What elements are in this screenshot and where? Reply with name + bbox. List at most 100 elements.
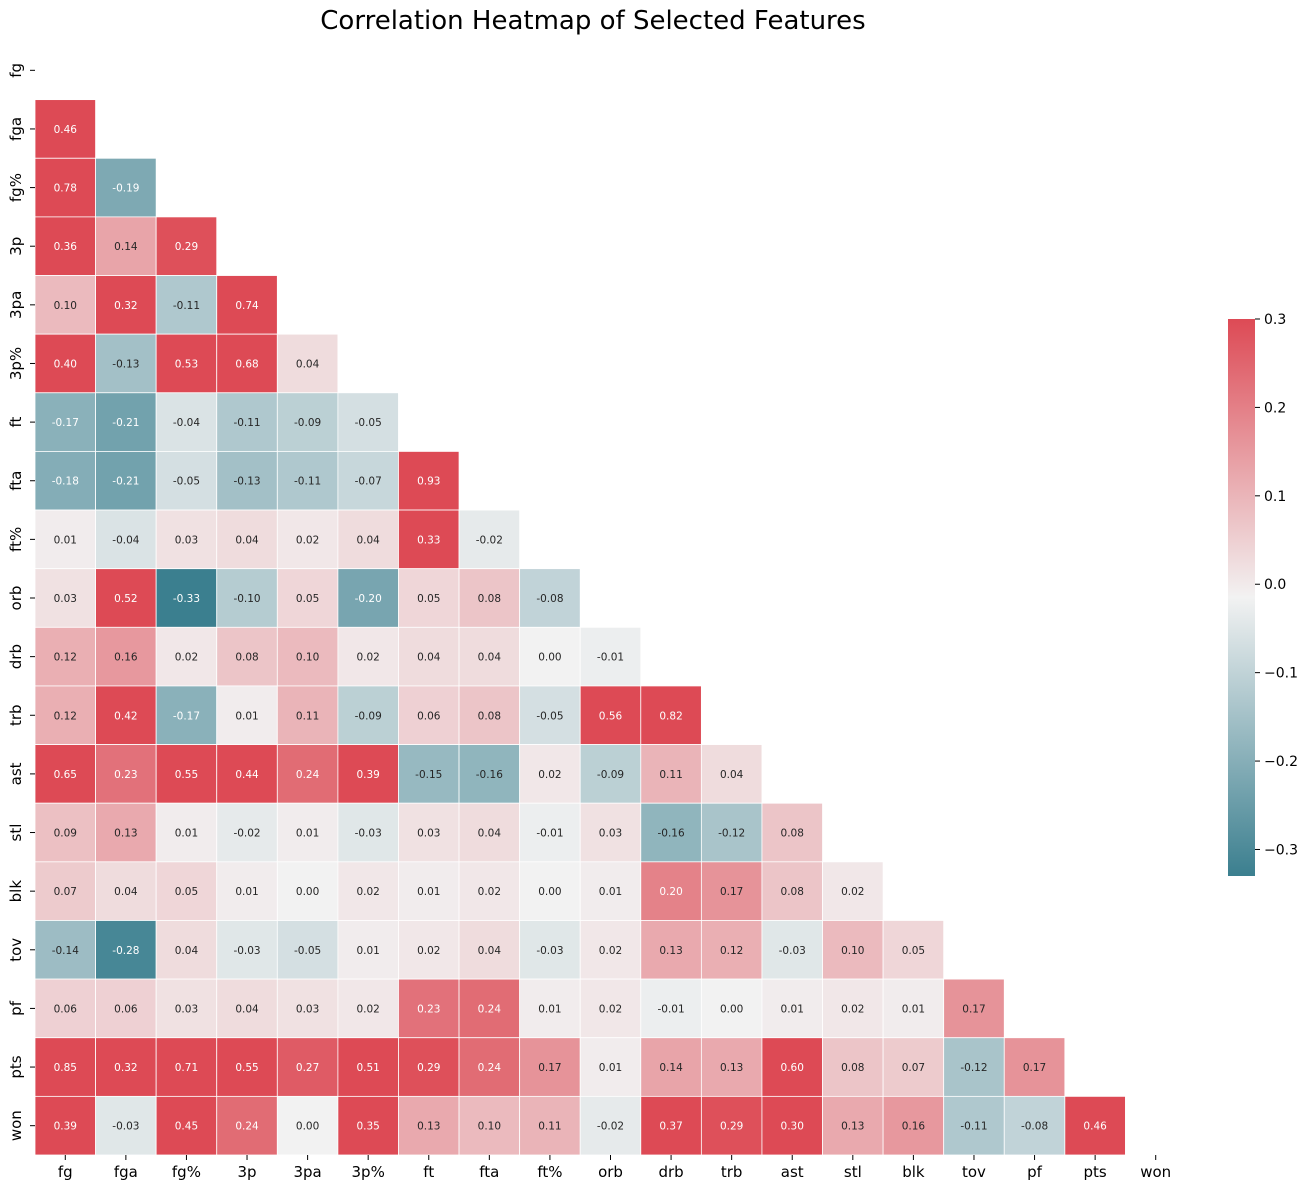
cell-label-ast-orb: -0.09 — [597, 769, 624, 781]
y-tick-label-fta: fta — [7, 471, 25, 491]
cell-label-stl-fg%: 0.01 — [175, 828, 198, 840]
x-tick-label-pts: pts — [1084, 1163, 1107, 1181]
cell-label-blk-ast: 0.08 — [781, 886, 804, 898]
heatmap-cell-stl-ft — [398, 802, 460, 863]
cell-label-ft-fg%: -0.04 — [173, 417, 200, 429]
cell-label-orb-ft: 0.05 — [417, 593, 440, 605]
cell-label-fta-3p%: -0.07 — [355, 476, 382, 488]
cell-label-pts-ft%: 0.17 — [538, 1062, 561, 1074]
y-tick-label-pts: pts — [7, 1055, 25, 1078]
cell-label-fta-3p: -0.13 — [233, 476, 260, 488]
colorbar-tick-label: 0.2 — [1264, 400, 1286, 416]
cell-label-ft%-fg: 0.01 — [54, 534, 77, 546]
heatmap-cell-pts-ast — [761, 1037, 823, 1097]
cell-label-3p-fg%: 0.29 — [175, 241, 198, 253]
heatmap-cell-won-fta — [458, 1095, 521, 1156]
x-tick-label-3pa: 3pa — [293, 1163, 321, 1181]
cell-label-pts-ast: 0.60 — [781, 1062, 804, 1074]
cell-label-blk-fg: 0.07 — [54, 886, 77, 898]
cell-label-won-stl: 0.13 — [841, 1121, 864, 1133]
heatmap-cell-3p%-fga — [95, 333, 157, 394]
cell-label-3pa-fg%: -0.11 — [173, 300, 200, 312]
y-tick-label-fga: fga — [7, 117, 25, 141]
cell-label-ast-fta: -0.16 — [476, 769, 503, 781]
heatmap-cell-orb-fga — [95, 568, 157, 628]
colorbar-tick-label: −0.1 — [1264, 666, 1298, 682]
y-tick-label-tov: tov — [7, 938, 25, 962]
heatmap-cell-pts-3p% — [337, 1037, 399, 1097]
cell-label-ft-3p: -0.11 — [233, 417, 260, 429]
cell-label-pts-3p%: 0.51 — [356, 1062, 379, 1074]
heatmap-cell-tov-3p% — [337, 920, 399, 980]
cell-label-blk-fga: 0.04 — [114, 886, 138, 898]
cell-label-pf-stl: 0.02 — [841, 1003, 864, 1015]
heatmap-cell-stl-trb — [700, 802, 763, 863]
heatmap-cell-won-drb — [640, 1095, 702, 1156]
colorbar-tick-label: 0.3 — [1264, 312, 1286, 328]
cell-label-trb-fg%: -0.17 — [173, 710, 200, 722]
cell-label-won-fg: 0.39 — [54, 1121, 77, 1133]
heatmap-cell-won-3p — [216, 1095, 278, 1156]
cell-label-ft%-ft: 0.33 — [417, 534, 440, 546]
heatmap-cell-blk-fga — [95, 861, 157, 921]
heatmap-cell-pts-stl — [822, 1037, 884, 1097]
cell-label-won-tov: -0.11 — [960, 1121, 987, 1133]
heatmap-cell-pts-trb — [700, 1037, 763, 1097]
cell-label-pts-fg%: 0.71 — [175, 1062, 198, 1074]
heatmap-cell-pf-ast — [761, 978, 823, 1039]
heatmap-cell-3p%-3p — [216, 333, 278, 394]
cell-label-tov-blk: 0.05 — [902, 945, 925, 957]
x-tick-label-trb: trb — [721, 1163, 743, 1181]
cell-label-ast-3p%: 0.39 — [356, 769, 379, 781]
cell-label-3pa-3p: 0.74 — [235, 300, 259, 312]
heatmap-cell-trb-3pa — [276, 685, 339, 745]
cell-label-pts-tov: -0.12 — [960, 1062, 987, 1074]
heatmap-cell-fta-fg — [34, 451, 96, 511]
heatmap-cell-3pa-3p — [216, 275, 278, 335]
x-tick-label-won: won — [1140, 1163, 1171, 1181]
cell-label-stl-drb: -0.16 — [657, 828, 684, 840]
heatmap-cell-blk-fg% — [155, 861, 218, 921]
cell-label-drb-ft%: 0.00 — [538, 652, 561, 664]
heatmap-cell-won-blk — [882, 1095, 945, 1156]
cell-label-orb-fga: 0.52 — [114, 593, 137, 605]
cell-label-pf-ast: 0.01 — [781, 1003, 804, 1015]
heatmap-cell-pts-ft — [398, 1037, 460, 1097]
cell-label-blk-orb: 0.01 — [599, 886, 622, 898]
heatmap-cell-drb-fg% — [155, 626, 218, 687]
x-tick-label-fg%: fg% — [172, 1163, 201, 1181]
heatmap-cell-pf-trb — [700, 978, 763, 1039]
x-tick-label-pf: pf — [1027, 1163, 1043, 1181]
heatmap-cell-fg%-fg — [34, 157, 96, 218]
cell-label-fta-fg: -0.18 — [52, 476, 79, 488]
x-tick-label-fg: fg — [58, 1163, 73, 1181]
cell-label-won-pf: -0.08 — [1021, 1121, 1048, 1133]
cell-label-ast-ft: -0.15 — [415, 769, 442, 781]
heatmap-cell-blk-fg — [34, 861, 96, 921]
heatmap-cell-fta-fg% — [155, 451, 218, 511]
cell-label-tov-ast: -0.03 — [779, 945, 806, 957]
heatmap-cell-fta-3pa — [276, 451, 339, 511]
cell-label-drb-3p: 0.08 — [235, 652, 258, 664]
cell-label-pts-fg: 0.85 — [54, 1062, 77, 1074]
cell-label-trb-fga: 0.42 — [114, 710, 137, 722]
heatmap-cell-3pa-fg — [34, 275, 96, 335]
heatmap-cell-ft-3pa — [276, 392, 339, 452]
y-tick-label-ft: ft — [7, 417, 25, 428]
heatmap-cell-tov-ft% — [519, 920, 581, 980]
cell-label-pf-blk: 0.01 — [902, 1003, 925, 1015]
cell-label-pts-3pa: 0.27 — [296, 1062, 319, 1074]
chart-title: Correlation Heatmap of Selected Features — [320, 6, 866, 36]
cell-label-pts-blk: 0.07 — [902, 1062, 925, 1074]
heatmap-cell-fta-fga — [95, 451, 157, 511]
heatmap-cell-blk-3pa — [276, 861, 339, 921]
heatmap-cell-pf-ft — [398, 978, 460, 1039]
cell-label-stl-fta: 0.04 — [478, 828, 502, 840]
heatmap-cell-trb-fg% — [155, 685, 218, 745]
cell-label-blk-3p: 0.01 — [235, 886, 258, 898]
heatmap-cell-ft-fg — [34, 392, 96, 452]
heatmap-cell-pts-fg — [34, 1037, 96, 1097]
cell-label-pf-fg%: 0.03 — [175, 1003, 198, 1015]
cell-label-drb-fg: 0.12 — [54, 652, 77, 664]
heatmap-cell-stl-3p — [216, 802, 278, 863]
